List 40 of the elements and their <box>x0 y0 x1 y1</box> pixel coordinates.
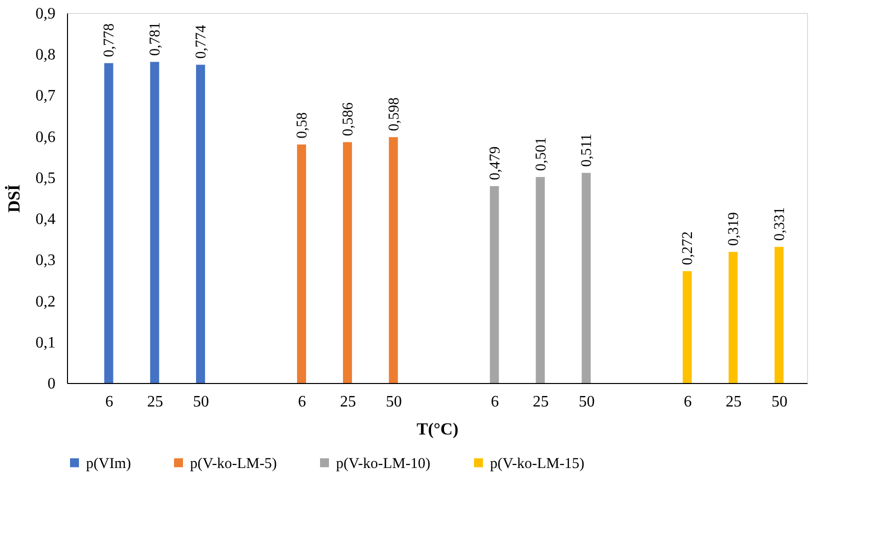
data-label: 0,778 <box>102 23 118 58</box>
data-label: 0,774 <box>194 24 210 59</box>
y-tick-label: 0,9 <box>36 6 56 22</box>
x-axis-title: T(°C) <box>416 420 458 438</box>
x-tick-label: 6 <box>684 394 692 410</box>
data-label: 0,511 <box>579 134 596 167</box>
legend-label: p(VIm) <box>86 456 131 472</box>
legend-label: p(V-ko-LM-15) <box>490 456 584 472</box>
x-tick-label: 6 <box>490 394 499 410</box>
y-tick-label: 0,7 <box>36 88 56 105</box>
x-tick-label: 6 <box>298 394 306 410</box>
x-tick-label: 50 <box>578 394 595 410</box>
data-label: 0,319 <box>726 212 742 246</box>
x-tick-label: 25 <box>532 394 549 410</box>
data-label: 0,272 <box>680 231 696 266</box>
y-tick-label: 0,1 <box>36 334 56 352</box>
x-tick-label: 25 <box>340 394 356 410</box>
x-tick-label: 50 <box>386 394 402 410</box>
x-tick-label: 25 <box>726 394 742 410</box>
legend-label: p(V-ko-LM-5) <box>190 456 277 472</box>
x-tick-label: 50 <box>193 394 210 410</box>
data-label: 0,598 <box>386 97 402 132</box>
y-tick-label: 0,4 <box>36 211 56 228</box>
x-tick-label: 6 <box>105 394 114 410</box>
y-tick-label: 0,6 <box>36 128 56 146</box>
y-axis-title: DSİ <box>4 184 24 213</box>
y-tick-label: 0,3 <box>36 252 56 270</box>
data-label: 0,331 <box>772 207 788 241</box>
data-label: 0,479 <box>487 146 504 180</box>
data-label: 0,501 <box>533 137 550 172</box>
y-tick-label: 0,5 <box>36 170 56 187</box>
data-label: 0,58 <box>294 112 311 139</box>
y-tick-label: 0,8 <box>36 46 56 64</box>
y-tick-label: 0 <box>48 376 56 392</box>
legend-label: p(V-ko-LM-10) <box>336 456 430 472</box>
x-tick-label: 50 <box>772 394 788 410</box>
y-tick-label: 0,2 <box>36 293 56 310</box>
data-label: 0,586 <box>340 102 356 136</box>
data-label: 0,781 <box>148 22 164 56</box>
x-tick-label: 25 <box>147 394 164 410</box>
